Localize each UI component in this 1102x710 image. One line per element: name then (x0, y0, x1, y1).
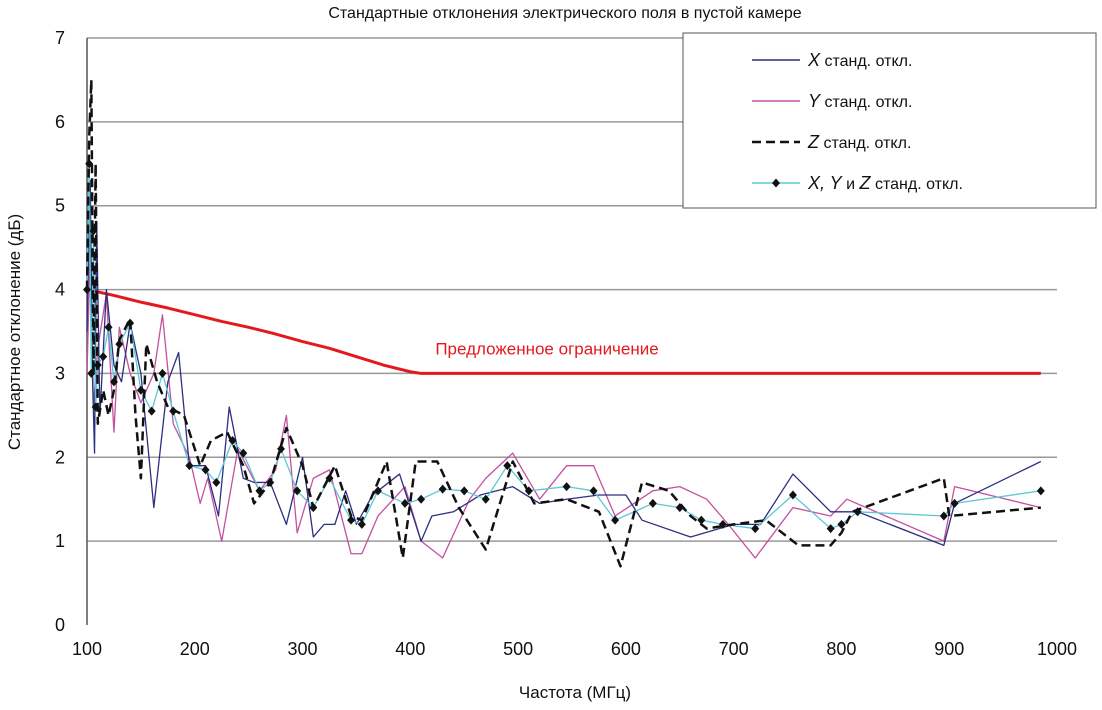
series-lines (83, 78, 1045, 568)
data-point-marker (826, 524, 835, 534)
y-tick-label: 2 (55, 447, 65, 467)
data-point-marker (697, 515, 706, 525)
data-point-marker (158, 368, 167, 378)
data-point-marker (347, 515, 356, 525)
x-tick-label: 600 (611, 639, 641, 659)
x-tick-label: 900 (934, 639, 964, 659)
series-line-2 (85, 78, 1041, 568)
data-point-marker (837, 519, 846, 529)
data-point-marker (460, 486, 469, 496)
data-point-marker (1036, 486, 1045, 496)
data-point-marker (503, 461, 512, 471)
series-line-4 (86, 288, 1041, 375)
data-point-marker (417, 494, 426, 504)
x-tick-labels: 100 200 300 400 500 600 700 800 900 1000 (72, 639, 1077, 659)
legend: X станд. откл. Y станд. откл. Z станд. отк… (682, 32, 1097, 209)
legend-label: Y станд. откл. (808, 91, 912, 111)
data-point-marker (589, 486, 598, 496)
legend-item: X, Y и Z станд. откл. (752, 173, 963, 193)
legend-label: Z станд. откл. (807, 132, 911, 152)
series-line-0 (86, 179, 1042, 546)
y-tick-label: 6 (55, 112, 65, 132)
chart-title: Стандартные отклонения электрического по… (328, 5, 801, 22)
data-point-marker (115, 339, 124, 349)
x-tick-label: 200 (180, 639, 210, 659)
x-tick-label: 800 (826, 639, 856, 659)
x-tick-label: 1000 (1037, 639, 1077, 659)
legend-item: Y станд. откл. (752, 91, 912, 111)
y-tick-label: 4 (55, 280, 65, 300)
y-tick-label: 3 (55, 363, 65, 383)
y-tick-labels: 0 1 2 3 4 5 6 7 (55, 28, 65, 635)
legend-label: X станд. откл. (807, 50, 912, 70)
data-point-marker (212, 477, 221, 487)
data-point-marker (239, 448, 248, 458)
data-point-marker (481, 494, 490, 504)
y-tick-label: 7 (55, 28, 65, 48)
data-point-marker (939, 511, 948, 521)
data-point-marker (438, 484, 447, 494)
data-point-marker (562, 482, 571, 492)
x-tick-label: 500 (503, 639, 533, 659)
series-line-1 (86, 246, 1041, 559)
legend-label: X, Y и Z станд. откл. (807, 173, 963, 193)
x-tick-label: 100 (72, 639, 102, 659)
data-point-marker (374, 486, 382, 496)
data-point-marker (950, 498, 959, 508)
x-tick-label: 700 (719, 639, 749, 659)
legend-item: Z станд. откл. (752, 132, 911, 152)
data-point-marker (99, 352, 108, 362)
data-point-marker (400, 498, 409, 508)
data-point-marker (277, 444, 285, 454)
data-point-marker (293, 486, 302, 496)
data-point-marker (185, 461, 194, 471)
y-tick-label: 0 (55, 615, 65, 635)
data-point-marker (104, 322, 113, 332)
x-tick-label: 400 (395, 639, 425, 659)
legend-item: X станд. откл. (752, 50, 912, 70)
data-point-marker (147, 406, 156, 416)
data-point-marker (611, 515, 620, 525)
data-point-marker (751, 524, 760, 534)
y-axis-label: Стандартное отклонение (дБ) (5, 214, 24, 450)
data-point-marker (136, 385, 145, 395)
x-tick-label: 300 (288, 639, 318, 659)
data-point-marker (788, 490, 797, 500)
y-tick-label: 1 (55, 531, 65, 551)
data-point-marker (201, 465, 210, 475)
data-point-marker (648, 498, 657, 508)
legend-marker-icon (772, 178, 780, 188)
y-tick-label: 5 (55, 196, 65, 216)
annotation-proposed-limit: Предложенное ограничение (435, 339, 658, 358)
x-axis-label: Частота (МГц) (519, 683, 631, 702)
data-point-marker (357, 519, 366, 529)
